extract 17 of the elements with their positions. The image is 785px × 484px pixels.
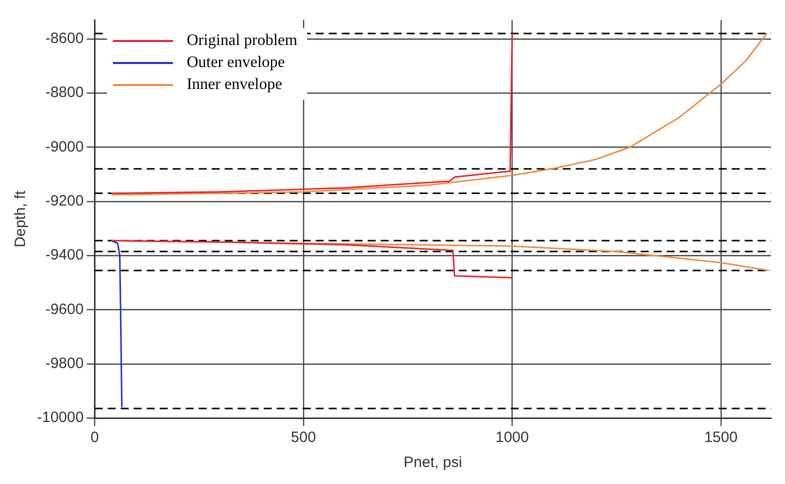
y-tick-label: -10000 xyxy=(36,409,84,426)
y-tick-label: -9400 xyxy=(45,246,84,264)
y-tick-label: -9800 xyxy=(45,354,84,372)
y-tick-label: -8600 xyxy=(45,30,84,48)
y-tick-label: -9200 xyxy=(45,192,84,210)
legend-label: Original problem xyxy=(186,32,298,50)
legend-label: Inner envelope xyxy=(186,76,282,94)
y-tick-label: -8800 xyxy=(45,84,84,102)
x-tick-label: 500 xyxy=(290,429,316,446)
x-axis-title: Pnet, psi xyxy=(404,454,462,472)
y-axis-title: Depth, ft xyxy=(12,190,30,248)
y-tick-label: -9000 xyxy=(45,138,84,156)
legend-label: Outer envelope xyxy=(186,54,285,72)
y-tick-label: -9600 xyxy=(45,300,84,318)
x-tick-label: 1500 xyxy=(704,429,738,446)
x-tick-label: 1000 xyxy=(495,429,529,446)
x-tick-label: 0 xyxy=(90,429,99,446)
